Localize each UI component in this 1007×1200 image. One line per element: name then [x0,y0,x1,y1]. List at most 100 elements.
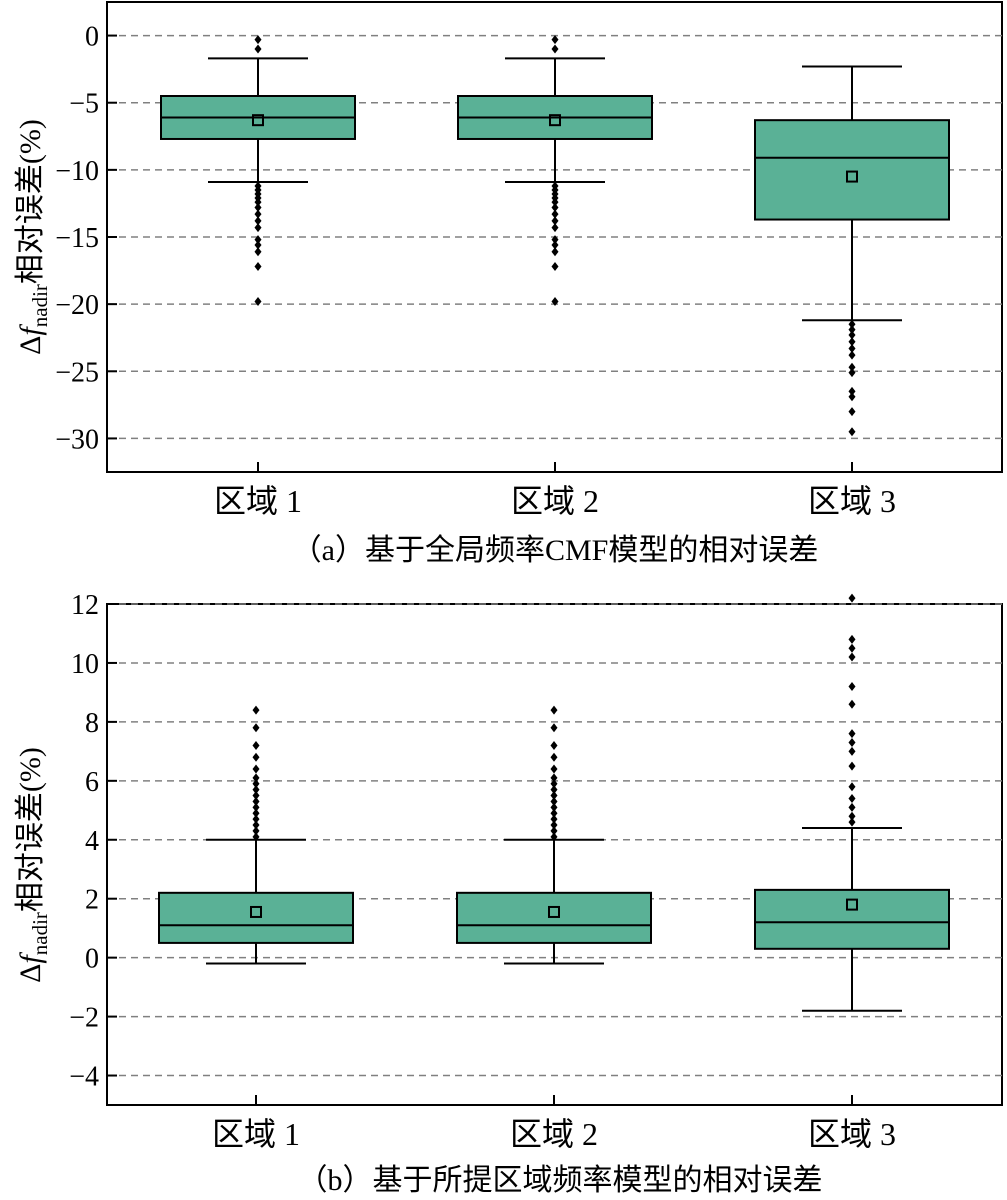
outlier-point [252,820,260,830]
outlier-point [550,802,558,812]
outlier-point [252,785,260,795]
y-axis-label-delta: Δ [14,336,47,355]
mean-marker [548,905,560,918]
box-3 [754,65,950,437]
box-1 [158,705,354,965]
y-axis-label-subscript: nadir [28,912,52,955]
outlier-point [848,782,856,792]
outlier-point [848,643,856,653]
outlier-point [254,240,262,250]
y-tick-label: 12 [71,590,99,621]
mean-marker [846,170,858,183]
y-tick-label: −5 [69,89,99,120]
y-tick-label: −25 [55,357,99,388]
outlier-point [252,802,260,812]
outlier-point [848,729,856,739]
box-series [158,593,950,1012]
outlier-point [252,723,260,733]
x-ticks: 区域 1 区域 2 区域 3 [212,1095,896,1152]
outlier-point [848,738,856,748]
outlier-point [848,325,856,335]
outlier-point [551,223,559,233]
outlier-point [254,202,262,212]
outlier-point [551,235,559,245]
outlier-point [848,427,856,437]
outlier-point [848,319,856,329]
outlier-point [848,330,856,340]
outlier-point [254,262,262,272]
outlier-point [550,796,558,806]
outlier-point [848,593,856,603]
box-1 [160,35,356,306]
outlier-point [848,699,856,709]
y-tick-label: 8 [85,708,99,739]
outlier-point [252,779,260,789]
outlier-point [848,817,856,827]
outlier-point [252,796,260,806]
outlier-point [254,296,262,306]
chart-panel-b: 12 10 8 6 4 2 0 −2 −4 区域 1 区域 2 区域 3 Δfnadir相对误差(%… [14,590,1003,1197]
outlier-point [551,209,559,219]
y-axis-label: Δfnadir相对误差(%) [14,119,52,355]
outlier-point [848,794,856,804]
outlier-point [252,791,260,801]
x-tick-label: 区域 3 [808,483,896,519]
mean-marker [549,114,561,127]
outlier-point [550,764,558,774]
outlier-point [551,44,559,54]
outlier-point [550,808,558,818]
mean-marker [250,905,262,918]
y-tick-label: 4 [85,826,99,857]
outlier-point [551,262,559,272]
outlier-point [254,209,262,219]
outlier-point [550,814,558,824]
outlier-point [252,832,260,842]
outlier-point [848,802,856,812]
outlier-point [550,785,558,795]
outlier-point [550,779,558,789]
outlier-point [848,343,856,353]
outlier-point [848,407,856,417]
outlier-point [848,337,856,347]
outlier-point [551,240,559,250]
y-tick-label: −30 [55,424,99,455]
outlier-point [252,740,260,750]
x-tick-label: 区域 2 [511,483,599,519]
outlier-point [550,832,558,842]
y-tick-label: −2 [69,1003,99,1034]
outlier-point [550,826,558,836]
chart-panel-a: 0 −5 −10 −15 −20 −25 −30 区域 1 区域 2 区域 3 Δfnadir相… [14,1,1003,567]
outlier-point [551,35,559,45]
y-axis-label-delta: Δ [14,964,47,983]
outlier-point [254,216,262,226]
outlier-point [254,235,262,245]
outlier-point [254,223,262,233]
y-tick-label: 2 [85,885,99,916]
outlier-point [254,44,262,54]
mean-marker [252,114,264,127]
outlier-point [550,820,558,830]
outlier-point [550,752,558,762]
outlier-point [848,362,856,372]
y-tick-label: 0 [85,22,99,53]
outlier-point [254,247,262,257]
y-axis-label: Δfnadir相对误差(%) [14,747,52,983]
x-ticks: 区域 1 区域 2 区域 3 [214,462,896,519]
box-2 [456,705,652,965]
y-tick-label: −20 [55,290,99,321]
y-axis-label-subscript: nadir [28,284,52,327]
outlier-point [252,752,260,762]
box-3 [754,593,950,1012]
outlier-point [551,296,559,306]
y-ticks: 12 10 8 6 4 2 0 −2 −4 [69,590,117,1093]
outlier-point [551,247,559,257]
outlier-point [848,811,856,821]
outlier-point [848,682,856,692]
outlier-point [252,764,260,774]
y-tick-label: 0 [85,944,99,975]
outlier-point [550,773,558,783]
y-tick-label: 6 [85,767,99,798]
outlier-point [252,814,260,824]
chart-caption: （a）基于全局频率CMF模型的相对误差 [292,534,819,567]
